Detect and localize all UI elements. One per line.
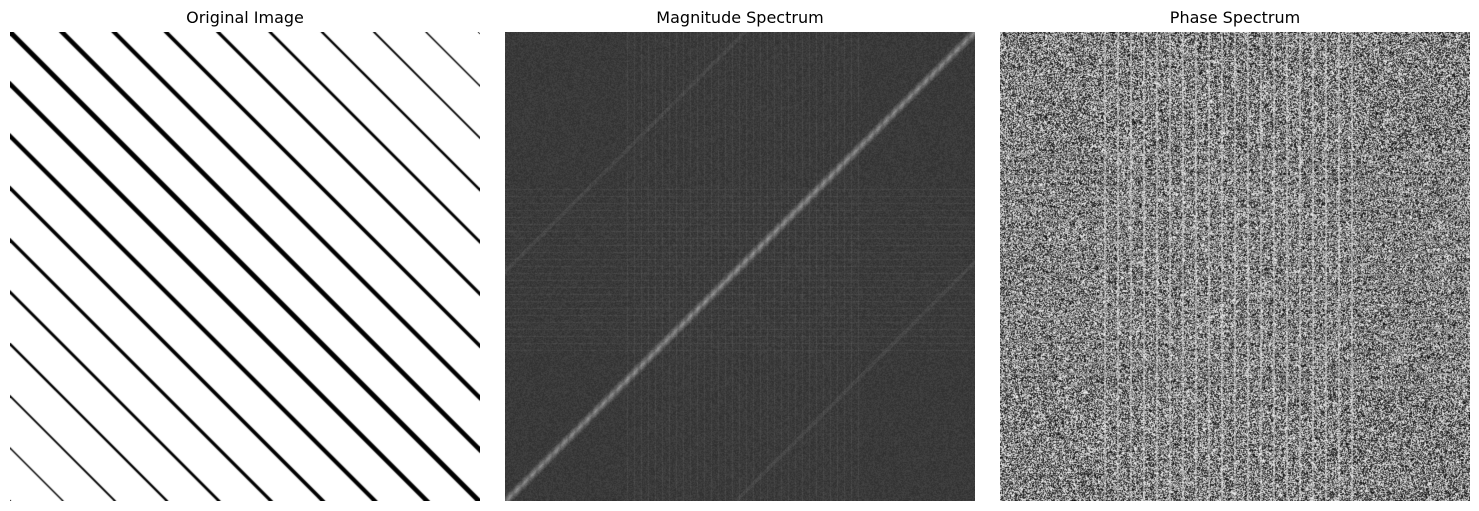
panel-title: Magnitude Spectrum — [656, 8, 824, 27]
original-image — [10, 32, 480, 501]
phase-spectrum-image — [1000, 32, 1470, 501]
original-image-panel: Original Image — [10, 0, 480, 511]
panel-title: Original Image — [186, 8, 304, 27]
magnitude-spectrum-panel: Magnitude Spectrum — [505, 0, 975, 511]
magnitude-spectrum-image — [505, 32, 975, 501]
phase-spectrum-panel: Phase Spectrum — [1000, 0, 1470, 511]
panel-title: Phase Spectrum — [1169, 8, 1301, 27]
